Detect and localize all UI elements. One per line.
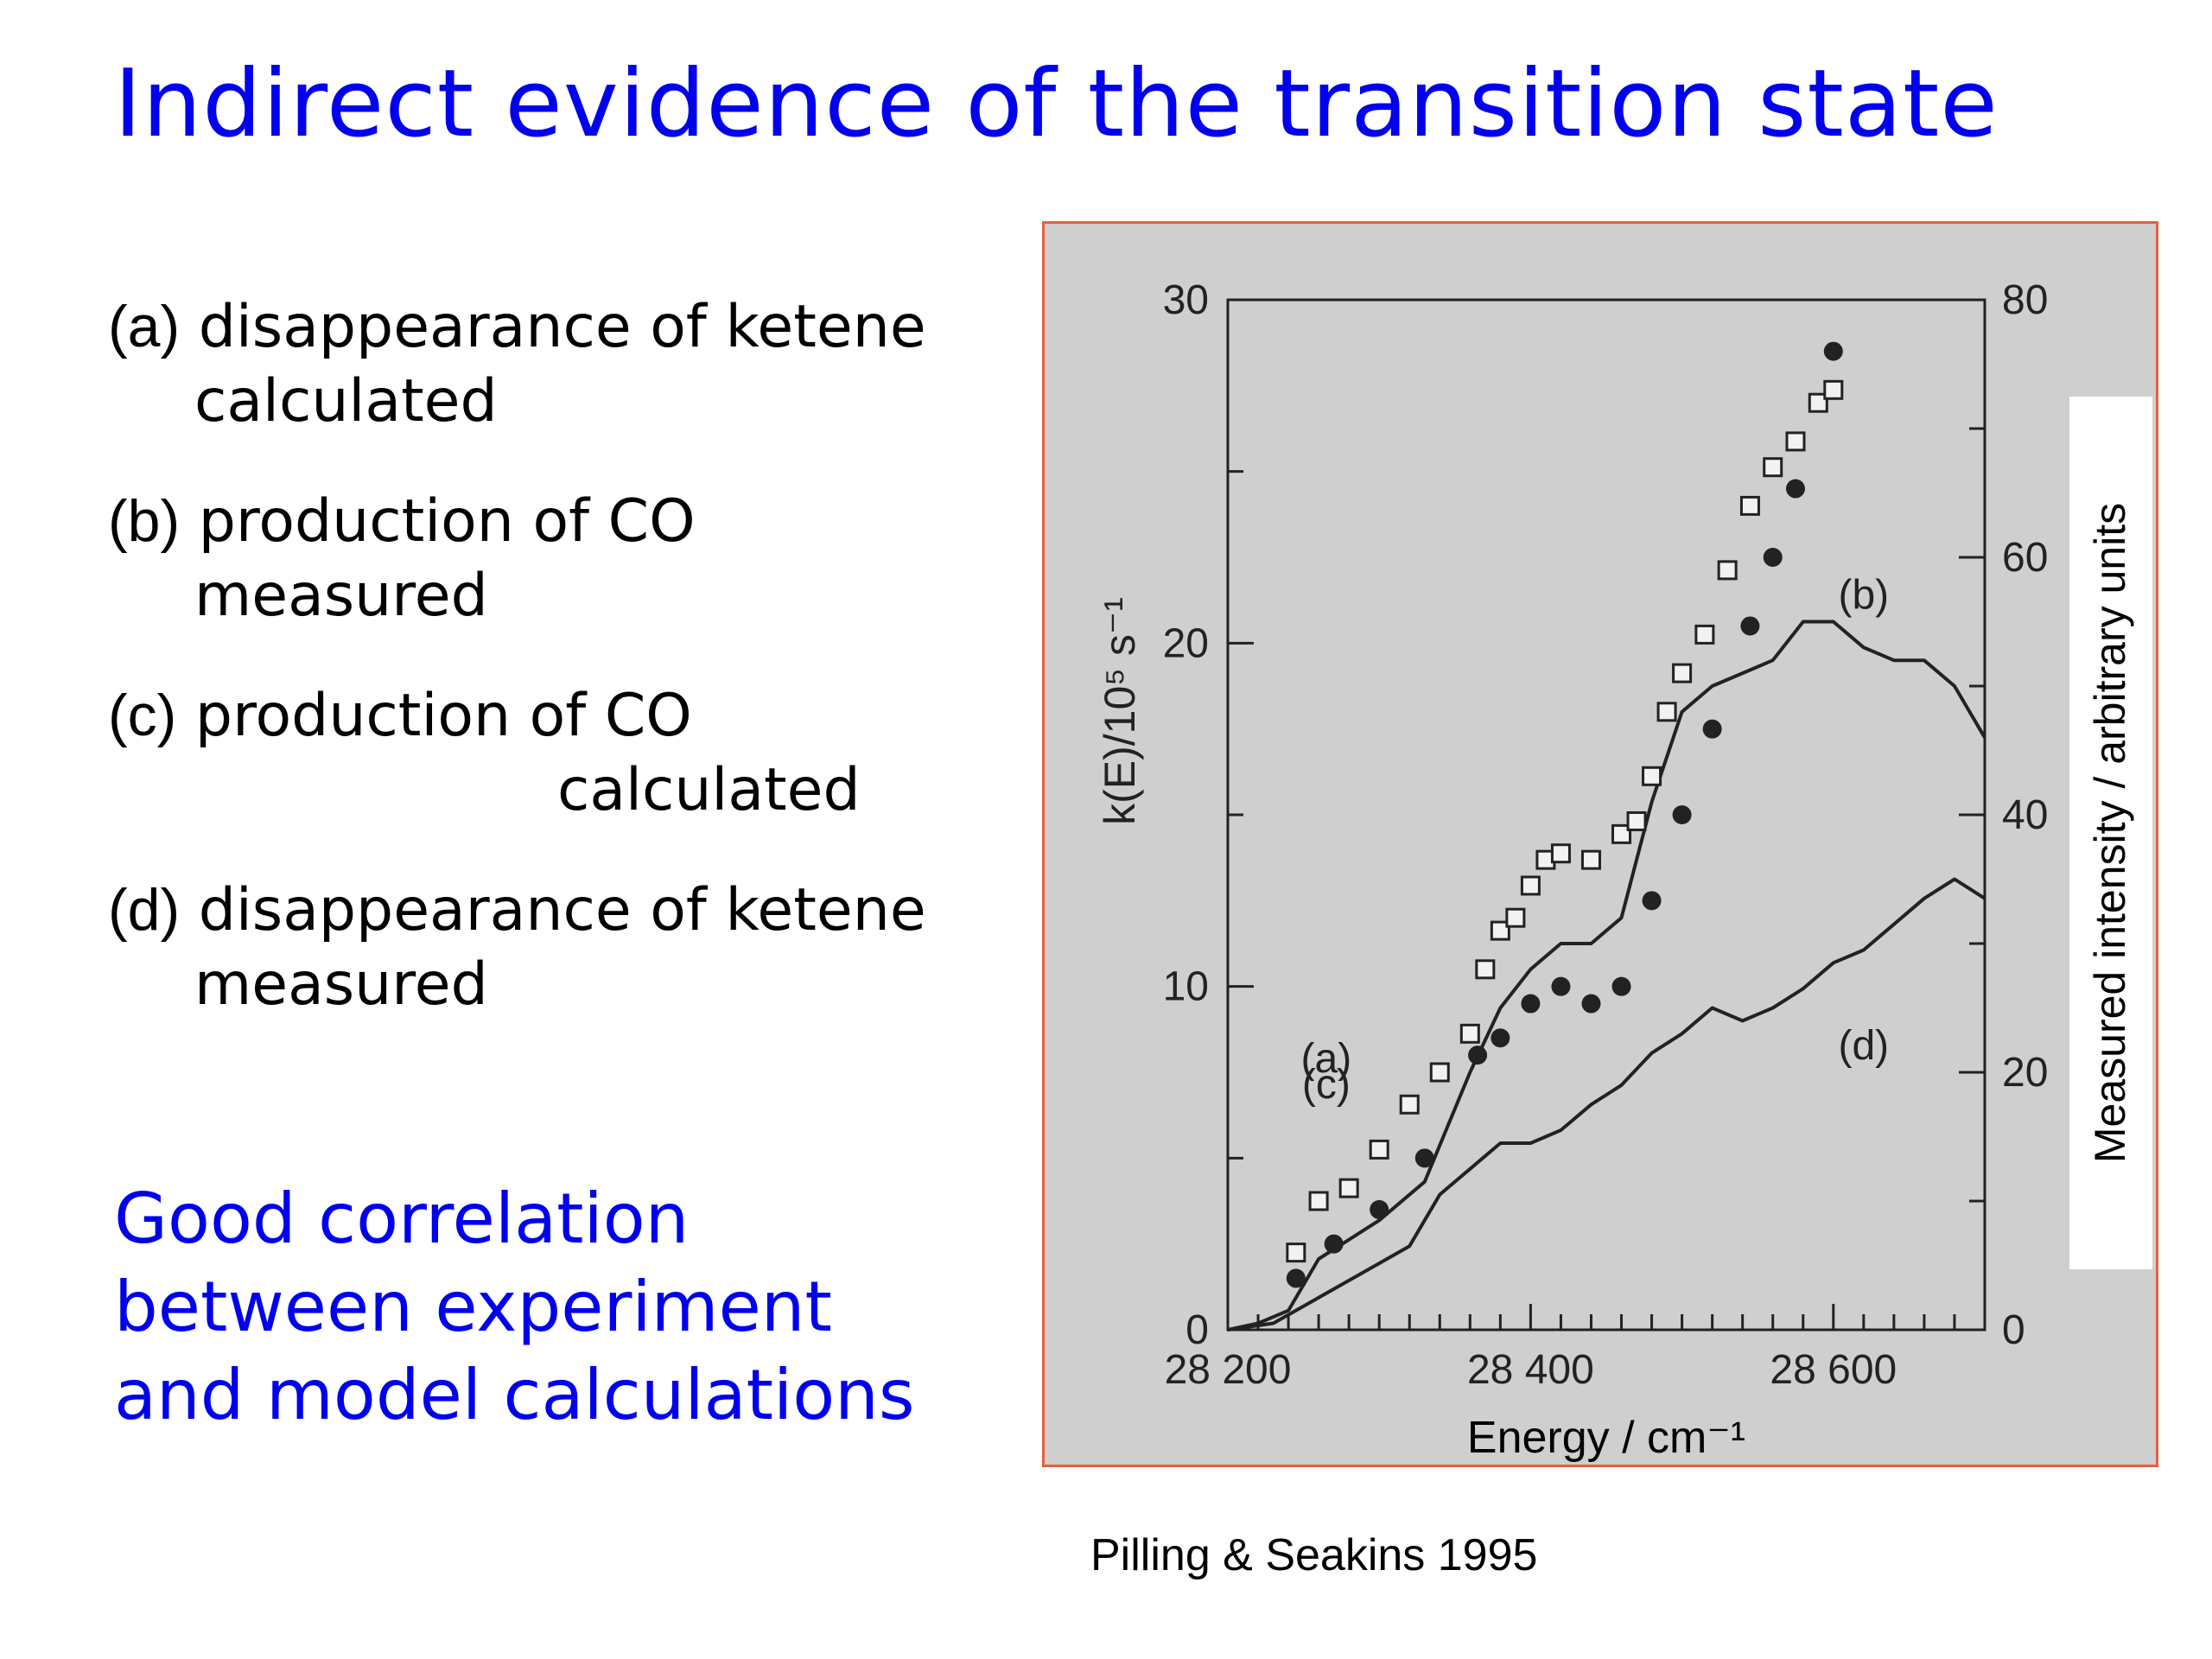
y-left-tick-label: 10 [1163, 964, 1209, 1010]
data-point-c [1642, 766, 1662, 786]
data-point-a [1740, 616, 1760, 636]
data-point-c [1656, 702, 1677, 722]
data-point-c [1550, 843, 1571, 864]
data-point-a [1763, 548, 1783, 567]
data-point-a [1823, 341, 1843, 361]
item-sub: calculated [194, 367, 498, 435]
right-label-backing [2069, 397, 2152, 1269]
item-tag: (d) [108, 877, 181, 943]
item-text: disappearance of ketene [198, 876, 926, 944]
item-sub: measured [194, 562, 488, 630]
y-right-tick-label: 0 [2002, 1307, 2025, 1353]
series-line-d [1227, 877, 1986, 1332]
chart-svg: 28 200 28 400 28 600 0 10 20 30 0 20 40 60 80 Energy… [1096, 277, 2152, 1463]
summary-line: and model calculations [114, 1355, 915, 1435]
series-annotation: (a) [1301, 1036, 1352, 1082]
y-right-tick-label: 80 [2002, 277, 2048, 323]
item-tag: (a) [108, 294, 181, 359]
item-tag: (c) [108, 683, 177, 748]
data-point-a [1551, 976, 1571, 996]
data-point-a [1491, 1028, 1510, 1048]
figure-panel: 28 200 28 400 28 600 0 10 20 30 0 20 40 60 80 Energy… [1042, 221, 2158, 1467]
y-right-tick-label: 60 [2002, 535, 2048, 581]
plot-frame [1226, 298, 1986, 1332]
slide-title: Indirect evidence of the transition stat… [114, 50, 1999, 158]
data-point-c [1580, 849, 1601, 870]
data-point-a [1611, 976, 1631, 996]
data-point-c [1369, 1139, 1389, 1160]
data-point-c [1286, 1243, 1306, 1263]
data-point-a [1702, 719, 1722, 739]
axes-layer [1226, 298, 1986, 1332]
data-point-c [1717, 560, 1738, 581]
item-sub: calculated [557, 756, 861, 824]
data-point-c [1475, 959, 1496, 980]
series-line-b [1227, 620, 1986, 1332]
series-annotation: (d) [1839, 1023, 1890, 1069]
item-text: disappearance of ketene [198, 293, 926, 361]
y-left-tick-label: 20 [1163, 620, 1209, 666]
series-annotation: (b) [1839, 573, 1890, 619]
list-item: (a) disappearance of ketene calculated [108, 289, 972, 439]
data-point-c [1505, 907, 1526, 928]
data-point-c [1808, 392, 1828, 413]
summary-line: between experiment [114, 1267, 832, 1347]
data-point-a [1286, 1268, 1306, 1288]
data-point-c [1672, 663, 1693, 683]
x-tick-label: 28 400 [1467, 1347, 1594, 1393]
item-sub: measured [194, 950, 488, 1019]
data-point-c [1785, 431, 1806, 452]
data-point-a [1521, 994, 1541, 1014]
data-point-c [1429, 1062, 1450, 1083]
list-item: (c) production of CO calculated [108, 678, 972, 828]
data-point-a [1786, 479, 1805, 499]
x-axis-label: Energy / cm⁻¹ [1467, 1413, 1745, 1463]
data-point-a [1642, 891, 1662, 911]
citation: Pilling & Seakins 1995 [1090, 1530, 1538, 1580]
series-layer [1227, 341, 1986, 1332]
data-point-c [1308, 1191, 1329, 1211]
x-tick-label: 28 600 [1770, 1347, 1897, 1393]
data-point-c [1694, 624, 1715, 645]
label-layer: 28 200 28 400 28 600 0 10 20 30 0 20 40 60 80 Energy… [1096, 277, 2152, 1463]
data-point-c [1739, 495, 1760, 516]
data-point-c [1626, 810, 1647, 831]
series-legend-list: (a) disappearance of ketene calculated (… [108, 289, 972, 1067]
item-text: production of CO [194, 682, 692, 750]
y-left-axis-label: k(E)/10⁵ s⁻¹ [1096, 597, 1144, 825]
data-point-c [1823, 379, 1844, 400]
series-annotation: (c) [1302, 1062, 1351, 1108]
data-point-c [1763, 457, 1783, 478]
data-point-a [1581, 994, 1601, 1014]
data-point-c [1338, 1178, 1359, 1198]
list-item: (d) disappearance of ketene measured [108, 873, 972, 1022]
y-right-tick-label: 20 [2002, 1050, 2048, 1096]
y-right-tick-label: 40 [2002, 792, 2048, 838]
list-item: (b) production of CO measured [108, 484, 972, 633]
y-left-tick-label: 30 [1163, 277, 1209, 323]
data-point-c [1611, 823, 1632, 844]
data-point-c [1399, 1094, 1420, 1115]
item-text: production of CO [198, 487, 696, 556]
summary-text: Good correlation between experiment and … [114, 1175, 915, 1440]
data-point-c [1520, 875, 1541, 896]
data-point-a [1672, 805, 1692, 824]
x-tick-label: 28 200 [1165, 1347, 1292, 1393]
y-right-axis-label: Measured intensity / arbitrary units [2086, 503, 2134, 1163]
item-tag: (b) [108, 488, 181, 554]
data-point-c [1459, 1023, 1480, 1044]
data-point-a [1324, 1234, 1344, 1254]
data-point-a [1414, 1148, 1434, 1168]
data-point-c [1490, 920, 1510, 941]
summary-line: Good correlation [114, 1179, 690, 1259]
y-left-tick-label: 0 [1185, 1307, 1209, 1353]
